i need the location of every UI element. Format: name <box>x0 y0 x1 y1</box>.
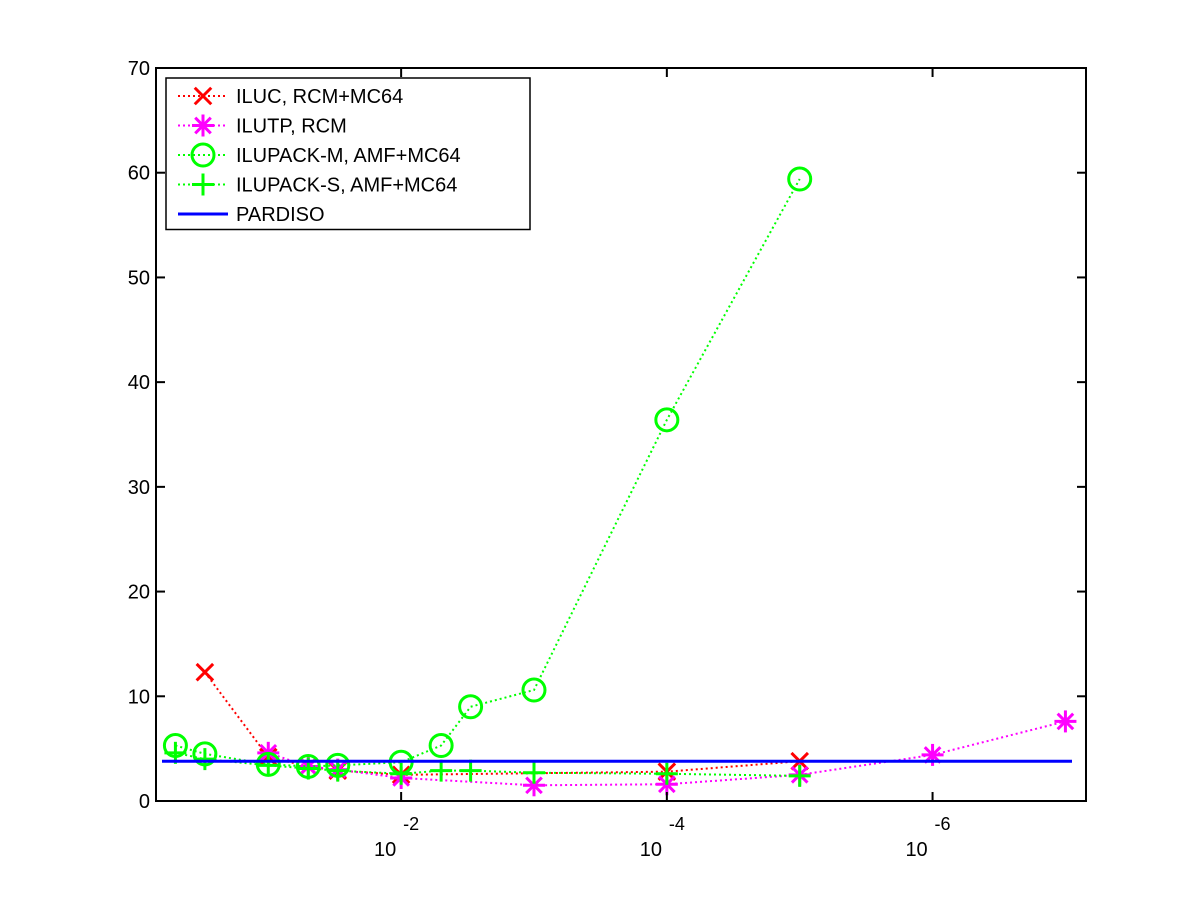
series-3 <box>164 741 811 787</box>
x-tick-label-exponent: -4 <box>669 814 685 834</box>
series-layer <box>162 166 1077 797</box>
legend-item: ILUPACK-S, AMF+MC64 <box>178 173 457 197</box>
legend-label: ILUPACK-S, AMF+MC64 <box>236 175 457 197</box>
x-tick-label-base: 10 <box>374 839 396 861</box>
data-point-circle <box>654 407 680 433</box>
legend-label: PARDISO <box>236 204 325 226</box>
x-tick-label-exponent: -2 <box>403 814 419 834</box>
data-point-x <box>195 662 215 682</box>
data-point-x <box>193 86 213 106</box>
legend-box <box>165 77 531 231</box>
series-line <box>175 178 801 768</box>
x-tick-label-exponent: -6 <box>935 814 951 834</box>
legend: ILUC, RCM+MC64 ILUTP, RCM ILUPACK-M, AMF+M… <box>165 77 531 231</box>
legend-label: ILUPACK-M, AMF+MC64 <box>236 145 461 167</box>
y-tick-label: 70 <box>128 58 150 80</box>
y-tick-label: 30 <box>128 477 150 499</box>
data-point-asterisk <box>1056 712 1075 731</box>
legend-label: ILUTP, RCM <box>236 116 347 138</box>
data-point-asterisk <box>194 116 212 135</box>
y-tick-label: 60 <box>128 163 150 185</box>
x-tick-label-base: 10 <box>905 839 927 861</box>
y-tick-label: 50 <box>128 267 150 289</box>
data-point-circle <box>458 694 484 720</box>
y-tick-label: 20 <box>128 582 150 604</box>
y-tick-label: 10 <box>128 686 150 708</box>
legend-item: PARDISO <box>178 204 325 226</box>
data-point-asterisk <box>525 776 543 795</box>
data-point-circle <box>521 677 547 703</box>
legend-item: ILUTP, RCM <box>178 114 347 138</box>
axes-layer: 0 10 20 30 40 50 60 70 10 -2 10 -4 10 -6 <box>128 58 1086 861</box>
y-tick-label: 40 <box>128 372 150 394</box>
legend-item: ILUC, RCM+MC64 <box>178 86 403 108</box>
legend-label: ILUC, RCM+MC64 <box>236 86 403 108</box>
data-point-circle <box>190 142 216 168</box>
data-point-circle <box>787 166 813 192</box>
legend-item: ILUPACK-M, AMF+MC64 <box>178 142 461 168</box>
y-tick-label: 0 <box>139 791 150 813</box>
x-tick-label-base: 10 <box>640 839 662 861</box>
data-point-circle <box>428 733 454 759</box>
plot-frame <box>155 67 1087 802</box>
